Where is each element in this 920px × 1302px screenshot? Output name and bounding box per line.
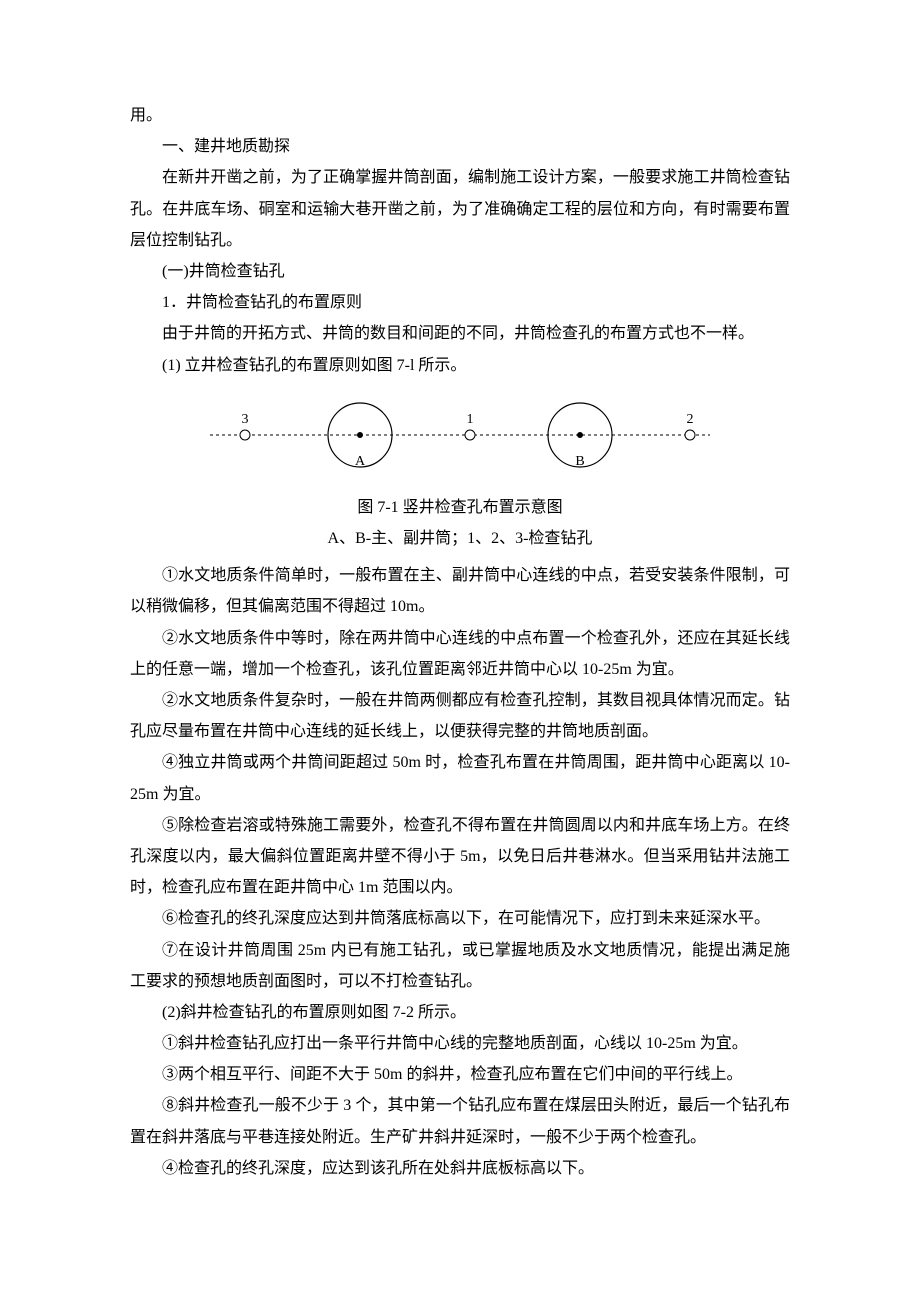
paragraph: ④独立井筒或两个井筒间距超过 50m 时，检查孔布置在井筒周围，距井筒中心距离以… [130,747,790,809]
heading-section-1: 一、建井地质勘探 [130,131,790,162]
svg-text:B: B [575,454,584,469]
paragraph: ②水文地质条件复杂时，一般在井筒两侧都应有检查孔控制，其数目视具体情况而定。钻孔… [130,685,790,747]
paragraph: 由于井筒的开拓方式、井筒的数目和间距的不同，井筒检查孔的布置方式也不一样。 [130,318,790,349]
paragraph: ⑤除检查岩溶或特殊施工需要外，检查孔不得布置在井筒圆周以内和井底车场上方。在终孔… [130,810,790,904]
svg-text:1: 1 [467,412,474,427]
paragraph: (1) 立井检查钻孔的布置原则如图 7-l 所示。 [130,350,790,381]
paragraph: ⑥检查孔的终孔深度应达到井筒落底标高以下，在可能情况下，应打到未来延深水平。 [130,903,790,934]
paragraph: 在新井开凿之前，为了正确掌握井筒剖面，编制施工设计方案，一般要求施工井筒检查钻孔… [130,162,790,256]
figure-7-1: A B 1 2 3 [130,395,790,486]
paragraph: ①水文地质条件简单时，一般布置在主、副井筒中心连线的中点，若受安装条件限制，可以… [130,560,790,622]
svg-text:A: A [355,454,366,469]
figure-svg: A B 1 2 3 [210,395,710,475]
heading-subsection-1-1: (一)井筒检查钻孔 [130,256,790,287]
paragraph: 用。 [130,100,790,131]
paragraph: ③两个相互平行、间距不大于 50m 的斜井，检查孔应布置在它们中间的平行线上。 [130,1059,790,1090]
figure-subcaption: A、B-主、副井筒；1、2、3-检查钻孔 [130,523,790,554]
heading-item-1: 1．井筒检查钻孔的布置原则 [130,287,790,318]
paragraph: (2)斜井检查钻孔的布置原则如图 7-2 所示。 [130,997,790,1028]
svg-text:2: 2 [687,412,694,427]
paragraph: ⑧斜井检查孔一般不少于 3 个，其中第一个钻孔应布置在煤层田头附近，最后一个钻孔… [130,1090,790,1152]
page: 用。 一、建井地质勘探 在新井开凿之前，为了正确掌握井筒剖面，编制施工设计方案，… [0,0,920,1284]
paragraph: ④检查孔的终孔深度，应达到该孔所在处斜井底板标高以下。 [130,1153,790,1184]
svg-text:3: 3 [242,412,249,427]
paragraph: ⑦在设计井筒周围 25m 内已有施工钻孔，或已掌握地质及水文地质情况，能提出满足… [130,935,790,997]
figure-caption: 图 7-1 竖井检查孔布置示意图 [130,492,790,523]
paragraph: ①斜井检查钻孔应打出一条平行井筒中心线的完整地质剖面，心线以 10-25m 为宜… [130,1028,790,1059]
paragraph: ②水文地质条件中等时，除在两井筒中心连线的中点布置一个检查孔外，还应在其延长线上… [130,623,790,685]
